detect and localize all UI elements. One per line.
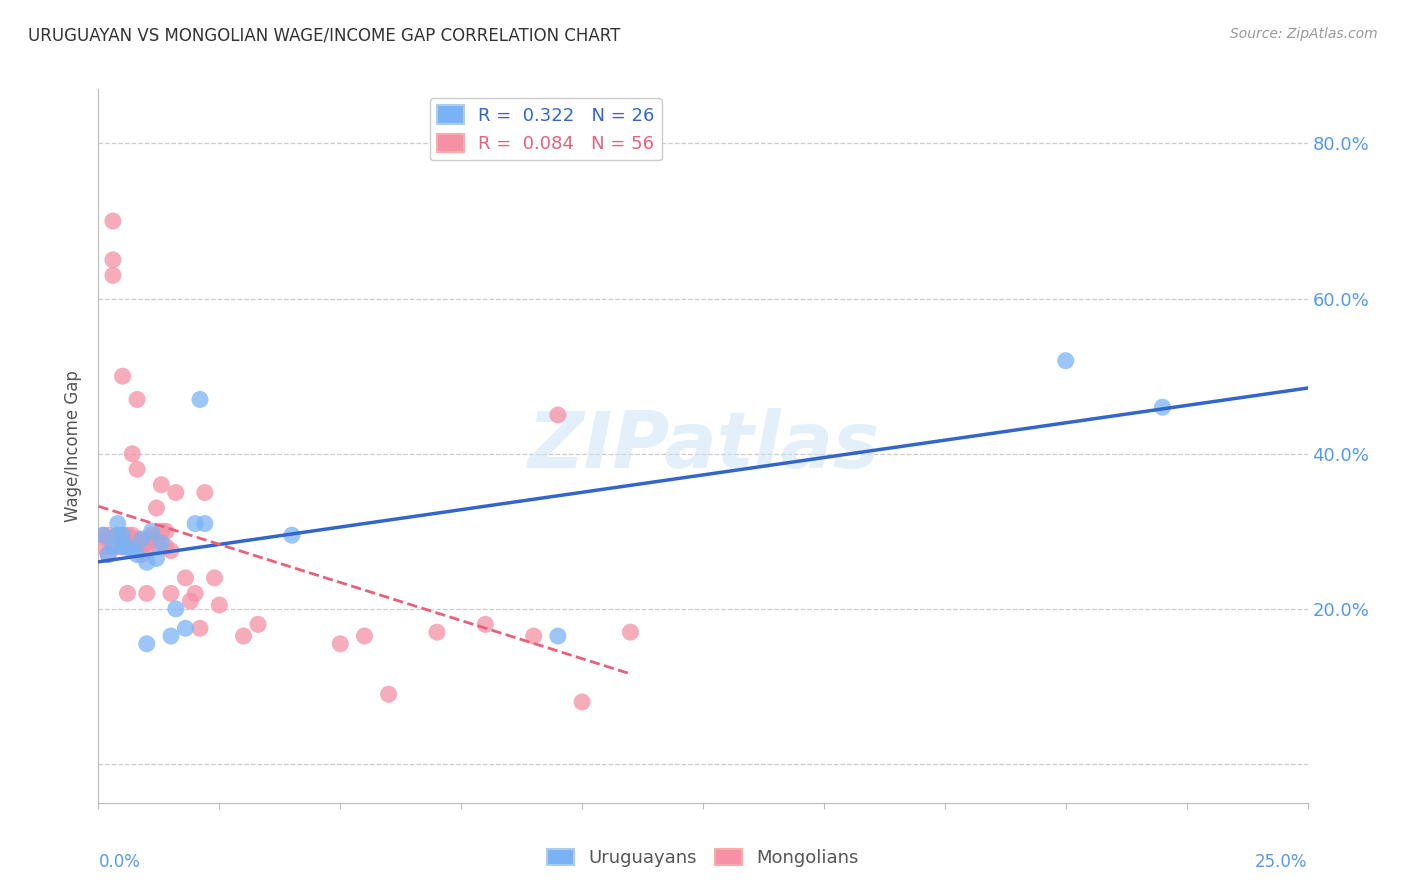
Point (127, 548, 149, 562)
Point (160, 586, 183, 600)
Point (101, 540, 124, 554)
Point (165, 485, 187, 500)
Point (179, 594, 201, 608)
Point (101, 252, 124, 267)
Point (619, 625, 641, 640)
Text: URUGUAYAN VS MONGOLIAN WAGE/INCOME GAP CORRELATION CHART: URUGUAYAN VS MONGOLIAN WAGE/INCOME GAP C… (28, 27, 620, 45)
Text: 0.0%: 0.0% (98, 854, 141, 871)
Point (107, 528, 129, 542)
Point (547, 408, 569, 422)
Point (329, 637, 352, 651)
Point (247, 617, 270, 632)
Point (160, 543, 183, 558)
Point (97, 528, 120, 542)
Point (155, 524, 177, 539)
Point (121, 528, 143, 542)
Point (377, 687, 399, 701)
Point (188, 392, 211, 407)
Text: ZIPatlas: ZIPatlas (527, 408, 879, 484)
Point (353, 629, 375, 643)
Point (145, 536, 167, 550)
Legend: Uruguayans, Mongolians: Uruguayans, Mongolians (540, 841, 866, 874)
Point (117, 586, 139, 600)
Point (135, 637, 157, 651)
Point (547, 629, 569, 643)
Point (145, 501, 167, 516)
Point (135, 586, 157, 600)
Point (150, 536, 173, 550)
Point (111, 369, 134, 384)
Point (107, 540, 129, 554)
Point (174, 571, 197, 585)
Point (135, 540, 157, 554)
Point (208, 598, 231, 612)
Point (117, 528, 139, 542)
Point (204, 571, 226, 585)
Point (135, 536, 157, 550)
Point (101, 214, 124, 228)
Point (131, 536, 153, 550)
Point (117, 540, 139, 554)
Point (155, 540, 177, 554)
Point (194, 485, 217, 500)
Point (127, 392, 149, 407)
Point (135, 555, 157, 569)
Point (127, 532, 149, 546)
Point (121, 447, 143, 461)
Point (131, 548, 153, 562)
Point (97, 532, 120, 546)
Point (97, 548, 120, 562)
Point (426, 625, 449, 640)
Point (141, 528, 163, 542)
Point (150, 524, 173, 539)
Point (232, 629, 254, 643)
Point (107, 516, 129, 531)
Point (111, 528, 134, 542)
Point (121, 532, 143, 546)
Point (160, 629, 183, 643)
Point (184, 586, 207, 600)
Point (111, 540, 134, 554)
Point (150, 477, 173, 491)
Point (131, 532, 153, 546)
Point (523, 629, 546, 643)
Point (145, 551, 167, 566)
Point (1054, 353, 1077, 368)
Point (107, 528, 129, 542)
Text: Source: ZipAtlas.com: Source: ZipAtlas.com (1230, 27, 1378, 41)
Point (127, 462, 149, 476)
Point (165, 602, 187, 616)
Point (121, 543, 143, 558)
Point (97, 548, 120, 562)
Y-axis label: Wage/Income Gap: Wage/Income Gap (65, 370, 83, 522)
Point (474, 617, 496, 632)
Point (188, 621, 211, 635)
Point (141, 524, 163, 539)
Point (571, 695, 593, 709)
Point (117, 540, 139, 554)
Point (111, 528, 134, 542)
Point (91, 528, 114, 542)
Text: 25.0%: 25.0% (1256, 854, 1308, 871)
Point (1152, 401, 1174, 415)
Point (91, 540, 114, 554)
Point (174, 621, 197, 635)
Point (91, 528, 114, 542)
Point (141, 532, 163, 546)
Point (184, 516, 207, 531)
Point (111, 540, 134, 554)
Point (101, 268, 124, 283)
Point (281, 528, 304, 542)
Legend: R =  0.322   N = 26, R =  0.084   N = 56: R = 0.322 N = 26, R = 0.084 N = 56 (430, 98, 662, 161)
Point (194, 516, 217, 531)
